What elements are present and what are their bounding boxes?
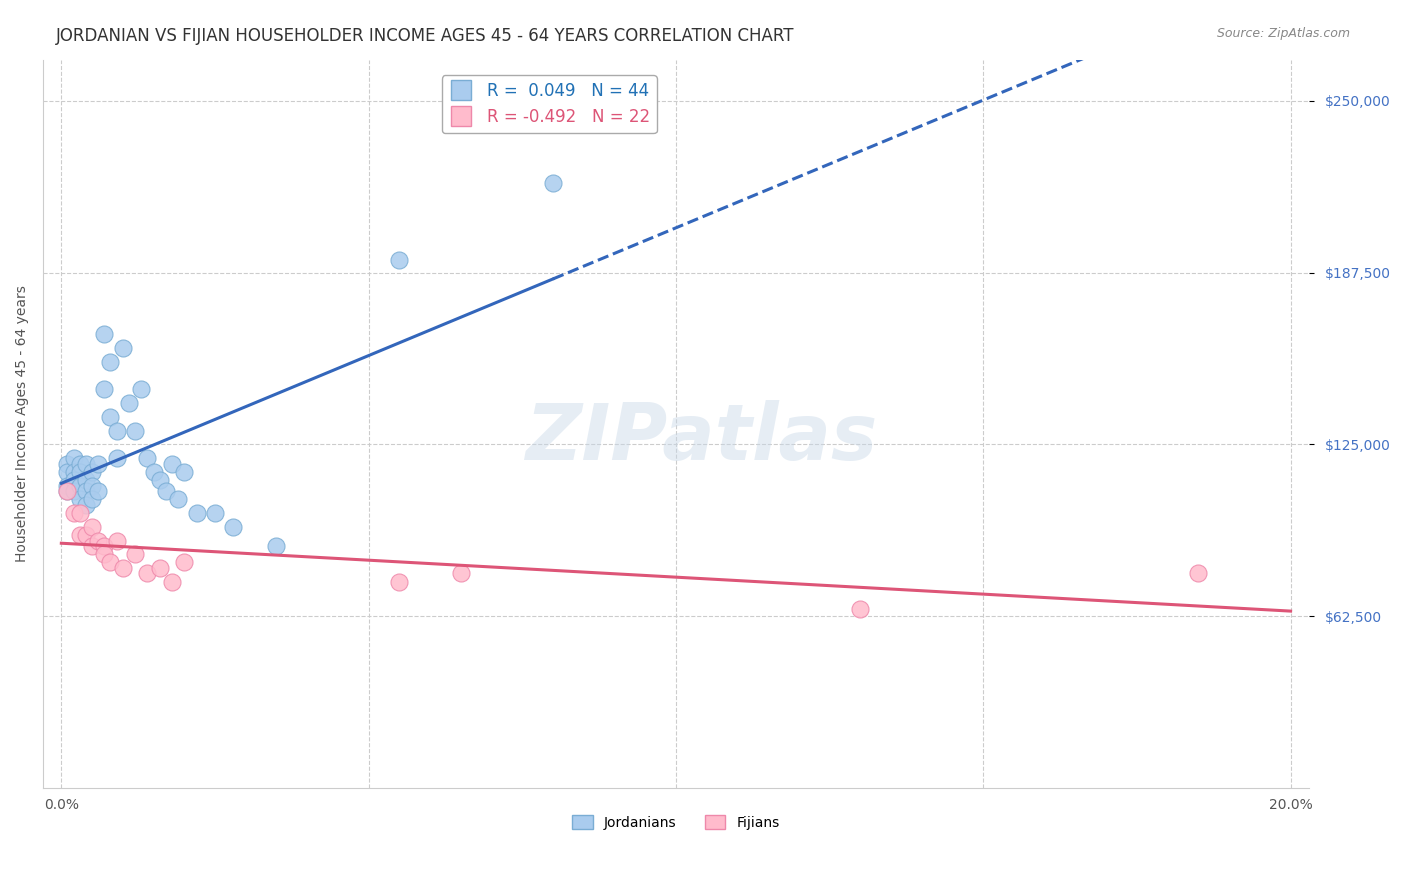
Point <box>160 457 183 471</box>
Point <box>56 457 79 471</box>
Point <box>129 383 152 397</box>
Point <box>93 327 115 342</box>
Point <box>80 465 103 479</box>
Point <box>56 483 79 498</box>
Point <box>93 539 115 553</box>
Text: JORDANIAN VS FIJIAN HOUSEHOLDER INCOME AGES 45 - 64 YEARS CORRELATION CHART: JORDANIAN VS FIJIAN HOUSEHOLDER INCOME A… <box>56 27 794 45</box>
Point <box>105 533 128 548</box>
Point <box>118 396 141 410</box>
Point <box>100 556 122 570</box>
Point <box>149 561 172 575</box>
Point <box>388 253 411 268</box>
Point <box>62 506 84 520</box>
Point <box>69 528 91 542</box>
Point <box>56 465 79 479</box>
Point <box>69 506 91 520</box>
Legend: Jordanians, Fijians: Jordanians, Fijians <box>567 810 786 836</box>
Point <box>167 492 190 507</box>
Point <box>75 498 97 512</box>
Point <box>80 539 103 553</box>
Point <box>111 341 134 355</box>
Point <box>69 465 91 479</box>
Point <box>450 566 472 581</box>
Point <box>105 424 128 438</box>
Point <box>136 566 159 581</box>
Point <box>1187 566 1209 581</box>
Point <box>80 520 103 534</box>
Point <box>149 473 172 487</box>
Point <box>124 424 146 438</box>
Y-axis label: Householder Income Ages 45 - 64 years: Householder Income Ages 45 - 64 years <box>15 285 30 562</box>
Point <box>173 465 195 479</box>
Point <box>62 451 84 466</box>
Point <box>87 457 110 471</box>
Point <box>124 547 146 561</box>
Point <box>62 465 84 479</box>
Point <box>111 561 134 575</box>
Point <box>93 383 115 397</box>
Point <box>155 483 177 498</box>
Point <box>222 520 245 534</box>
Point <box>87 533 110 548</box>
Point <box>266 539 288 553</box>
Point <box>62 473 84 487</box>
Point <box>69 492 91 507</box>
Point <box>160 574 183 589</box>
Point <box>62 483 84 498</box>
Point <box>69 478 91 492</box>
Point <box>204 506 226 520</box>
Point <box>56 483 79 498</box>
Point <box>186 506 208 520</box>
Point <box>142 465 165 479</box>
Point <box>75 473 97 487</box>
Point <box>100 409 122 424</box>
Text: ZIPatlas: ZIPatlas <box>526 401 877 476</box>
Point <box>80 492 103 507</box>
Point <box>105 451 128 466</box>
Point <box>80 478 103 492</box>
Point <box>93 547 115 561</box>
Point <box>69 457 91 471</box>
Text: Source: ZipAtlas.com: Source: ZipAtlas.com <box>1216 27 1350 40</box>
Point <box>136 451 159 466</box>
Point <box>87 483 110 498</box>
Point <box>173 556 195 570</box>
Point <box>75 457 97 471</box>
Point <box>849 602 872 616</box>
Point <box>56 478 79 492</box>
Point <box>75 528 97 542</box>
Point <box>100 355 122 369</box>
Point <box>388 574 411 589</box>
Point <box>75 483 97 498</box>
Point <box>541 176 564 190</box>
